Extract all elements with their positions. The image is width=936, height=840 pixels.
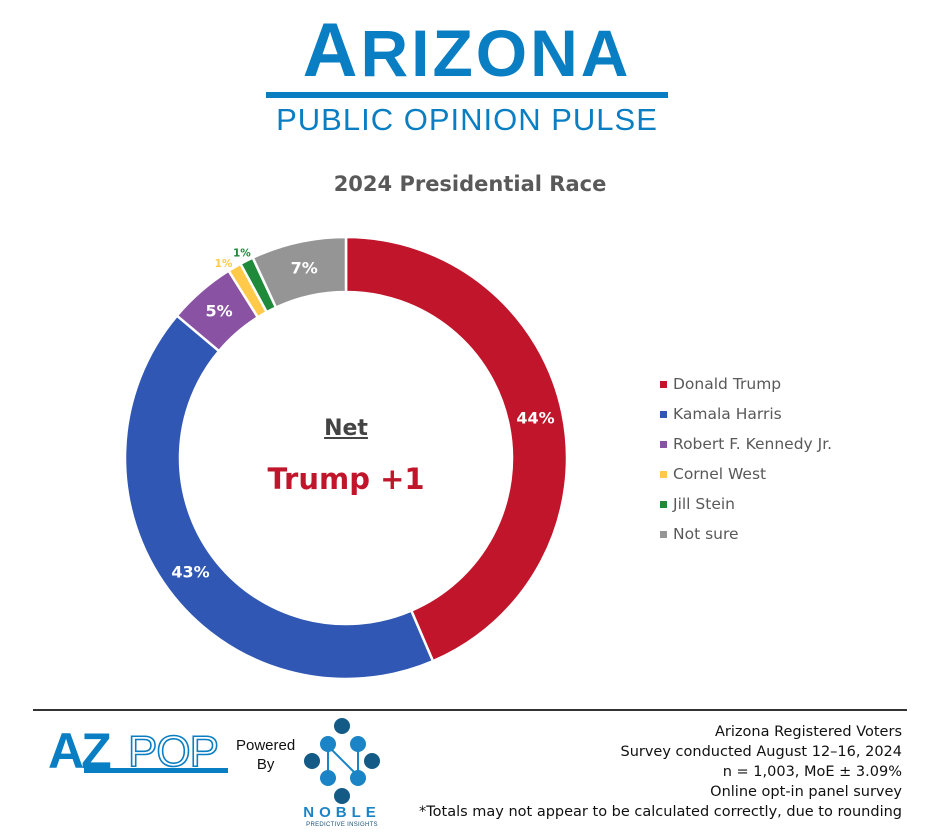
brand-divider xyxy=(266,92,668,98)
donut-slice-harris xyxy=(123,313,435,681)
powered-by-text: Powered By xyxy=(236,736,295,774)
brand-title-initial: A xyxy=(302,8,361,93)
legend-swatch-icon xyxy=(660,530,667,538)
chart-title: 2024 Presidential Race xyxy=(333,172,607,196)
legend-label: Cornel West xyxy=(673,465,767,483)
legend-item-west: Cornel West xyxy=(660,459,832,489)
noble-network-logo-icon xyxy=(304,718,380,804)
noble-tagline: PREDICTIVE INSIGHTS xyxy=(306,822,378,828)
brand-title-rest: RIZONA xyxy=(360,16,632,90)
note-method: Online opt-in panel survey xyxy=(710,784,902,800)
azpop-logo-pop: POP xyxy=(128,728,218,774)
slice-label-kennedy: 5% xyxy=(205,301,232,320)
brand-subtitle: PUBLIC OPINION PULSE xyxy=(276,102,658,137)
slice-label-stein: 1% xyxy=(233,247,251,259)
powered-line: Powered xyxy=(236,737,296,754)
donut-slice-trump xyxy=(344,235,569,663)
noble-wordmark: NOBLE xyxy=(303,804,381,821)
center-net-heading: Net xyxy=(324,416,368,441)
center-net-value: Trump +1 xyxy=(267,462,425,496)
azpop-logo-icon: AZ POP xyxy=(48,728,228,774)
note-rounding: *Totals may not appear to be calculated … xyxy=(419,804,902,820)
legend-label: Kamala Harris xyxy=(673,405,782,423)
by-line: By xyxy=(256,756,275,773)
legend-label: Donald Trump xyxy=(673,375,782,393)
slice-label-trump: 44% xyxy=(516,409,554,428)
slice-label-harris: 43% xyxy=(171,563,209,582)
chart-legend: Donald Trump Kamala Harris Robert F. Ken… xyxy=(660,369,832,549)
donut-slice-not-sure xyxy=(251,235,348,310)
note-population: Arizona Registered Voters xyxy=(715,724,902,740)
arizona-public-opinion-pulse-logo: ARIZONA PUBLIC OPINION PULSE xyxy=(266,13,668,137)
donut-chart: 44% 43% 5% 1%1% 7% xyxy=(123,235,569,681)
note-sample-size: n = 1,003, MoE ± 3.09% xyxy=(722,764,902,780)
survey-notes: Arizona Registered Voters Survey conduct… xyxy=(419,722,902,822)
legend-item-not-sure: Not sure xyxy=(660,519,832,549)
slice-label-west: 1% xyxy=(215,258,233,270)
legend-item-kennedy: Robert F. Kennedy Jr. xyxy=(660,429,832,459)
brand-title: ARIZONA xyxy=(266,13,668,89)
legend-swatch-icon xyxy=(660,410,667,418)
legend-swatch-icon xyxy=(660,440,667,448)
legend-swatch-icon xyxy=(660,500,667,508)
legend-label: Not sure xyxy=(673,525,739,543)
footer-divider xyxy=(33,709,907,711)
legend-label: Robert F. Kennedy Jr. xyxy=(673,435,833,453)
azpop-logo-az: AZ xyxy=(48,728,111,774)
slice-label-not-sure: 7% xyxy=(291,259,318,278)
legend-swatch-icon xyxy=(660,470,667,478)
legend-item-trump: Donald Trump xyxy=(660,369,832,399)
legend-label: Jill Stein xyxy=(673,495,735,513)
note-dates: Survey conducted August 12–16, 2024 xyxy=(620,744,903,760)
legend-item-harris: Kamala Harris xyxy=(660,399,832,429)
legend-swatch-icon xyxy=(660,380,667,388)
legend-item-stein: Jill Stein xyxy=(660,489,832,519)
